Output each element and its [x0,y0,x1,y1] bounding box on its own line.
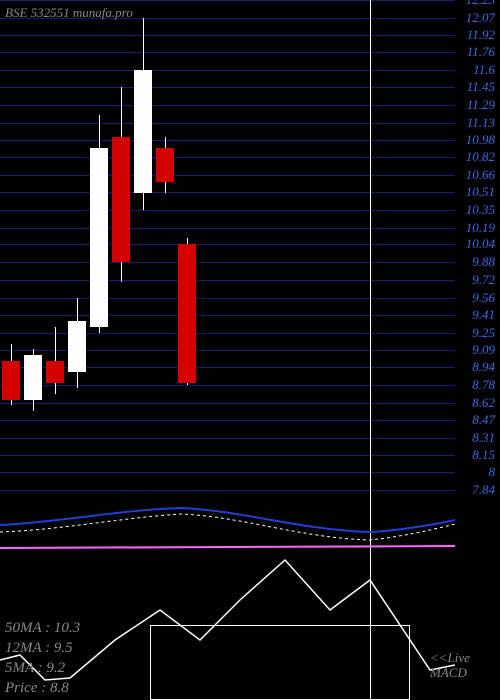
info-line: 5MA : 9.2 [5,660,65,677]
gridline [0,123,455,124]
y-tick-label: 11.29 [467,97,495,113]
gridline [0,105,455,106]
y-tick-label: 9.25 [472,325,495,341]
gridline [0,403,455,404]
candle-body [156,148,174,181]
y-tick-label: 10.98 [466,132,495,148]
gridline [0,472,455,473]
gridline [0,438,455,439]
gridline [0,192,455,193]
gridline [0,315,455,316]
chart-header: BSE 532551 munafa.pro [5,5,133,21]
y-tick-label: 11.6 [473,62,495,78]
y-tick-label: 11.45 [467,79,495,95]
y-tick-label: 9.09 [472,342,495,358]
gridline [0,262,455,263]
candle-body [2,361,20,400]
y-tick-label: 10.35 [466,202,495,218]
y-tick-label: 10.66 [466,167,495,183]
y-tick-label: 11.13 [467,115,495,131]
macd-label: MACD [430,665,467,681]
macd-box [150,625,410,700]
candle-body [112,137,130,262]
candle-body [46,361,64,383]
y-tick-label: 7.84 [472,482,495,498]
y-tick-label: 8.31 [472,430,495,446]
gridline [0,244,455,245]
watermark-label: munafa.pro [73,5,133,20]
y-tick-label: 10.04 [466,236,495,252]
y-tick-label: 9.88 [472,254,495,270]
y-tick-label: 8.78 [472,377,495,393]
gridline [0,35,455,36]
y-tick-label: 8.94 [472,359,495,375]
gridline [0,298,455,299]
info-line: 50MA : 10.3 [5,620,80,637]
gridline [0,175,455,176]
info-line: 12MA : 9.5 [5,640,73,657]
gridline [0,157,455,158]
gridline [0,87,455,88]
candle-body [90,148,108,327]
pink-line [0,546,455,548]
live-label: <<Live [430,650,470,666]
y-tick-label: 8.15 [472,447,495,463]
gridline [0,420,455,421]
y-tick-label: 9.72 [472,272,495,288]
oscillator-panel [0,490,455,550]
y-tick-label: 10.19 [466,220,495,236]
candle-body [24,355,42,400]
gridline [0,280,455,281]
gridline [0,385,455,386]
candle-body [134,70,152,193]
y-tick-label: 8 [489,464,496,480]
info-line: Price : 8.8 [5,680,69,697]
gridline [0,228,455,229]
y-tick-label: 12.07 [466,10,495,26]
blue-line [0,508,455,532]
price-chart [0,0,455,490]
y-tick-label: 11.92 [467,27,495,43]
symbol-label: BSE 532551 [5,5,70,20]
candle-body [178,244,196,382]
gridline [0,140,455,141]
y-tick-label: 12.23 [466,0,495,8]
gridline [0,52,455,53]
y-tick-label: 10.51 [466,184,495,200]
gridline [0,70,455,71]
y-tick-label: 9.56 [472,290,495,306]
y-tick-label: 8.62 [472,395,495,411]
gridline [0,455,455,456]
candle-body [68,321,86,371]
y-tick-label: 10.82 [466,149,495,165]
y-tick-label: 8.47 [472,412,495,428]
y-tick-label: 11.76 [467,44,495,60]
gridline [0,210,455,211]
y-tick-label: 9.41 [472,307,495,323]
gridline [0,0,455,1]
